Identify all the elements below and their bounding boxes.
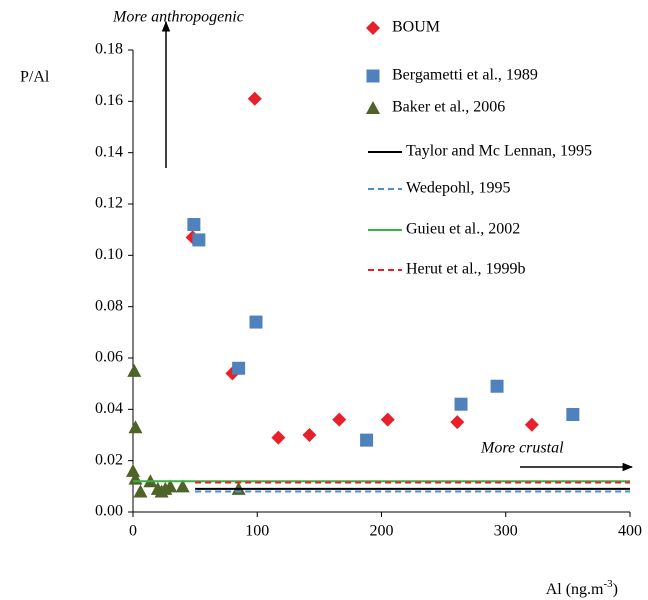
- point: [332, 412, 347, 427]
- point: [380, 412, 395, 427]
- legend-label: Guieu et al., 2002: [406, 221, 520, 238]
- point: [360, 433, 374, 447]
- x-label-sup: -3: [604, 578, 614, 590]
- y-tick-label: 0.00: [95, 503, 123, 520]
- y-tick-label: 0.12: [95, 195, 123, 212]
- y-tick-label: 0.14: [95, 143, 123, 160]
- y-tick-label: 0.04: [95, 400, 123, 417]
- point: [247, 91, 262, 106]
- legend-symbol: [366, 21, 380, 35]
- legend-label: Herut et al., 1999b: [406, 261, 526, 278]
- point: [133, 484, 148, 498]
- legend-symbol: [366, 101, 380, 114]
- legend-label: Taylor and Mc Lennan, 1995: [406, 143, 592, 160]
- point: [128, 420, 143, 434]
- legend-symbol: [366, 69, 380, 83]
- x-tick-label: 0: [129, 523, 137, 540]
- point: [271, 430, 286, 445]
- x-tick-label: 400: [618, 523, 642, 540]
- y-tick-label: 0.06: [95, 349, 123, 366]
- legend-label: Baker et al., 2006: [392, 99, 505, 116]
- y-tick-label: 0.02: [95, 451, 123, 468]
- legend-label: Wedepohl, 1995: [406, 180, 510, 197]
- point: [490, 379, 504, 393]
- x-tick-label: 200: [370, 523, 394, 540]
- point: [187, 218, 201, 232]
- point: [232, 361, 246, 375]
- point: [175, 479, 190, 493]
- point: [566, 407, 580, 421]
- annotation: More crustal: [480, 440, 564, 457]
- point: [302, 428, 317, 442]
- point: [524, 417, 539, 432]
- y-tick-label: 0.08: [95, 297, 123, 314]
- annotation: More anthropogenic: [112, 9, 244, 26]
- point: [249, 315, 263, 329]
- point: [127, 363, 142, 377]
- point: [450, 415, 465, 430]
- x-axis-label: Al (ng.m-3): [546, 578, 618, 598]
- legend-label: BOUM: [392, 19, 440, 36]
- point: [454, 397, 468, 411]
- y-axis-label: P/Al: [20, 69, 50, 86]
- x-label-main: Al (ng.m: [546, 581, 604, 598]
- x-label-end: ): [613, 581, 618, 598]
- x-tick-label: 100: [245, 523, 269, 540]
- point: [192, 233, 206, 247]
- x-tick-label: 300: [494, 523, 518, 540]
- y-tick-label: 0.16: [95, 92, 123, 109]
- y-tick-label: 0.10: [95, 246, 123, 263]
- point: [126, 463, 140, 477]
- y-tick-label: 0.18: [95, 41, 123, 58]
- point: [163, 479, 178, 493]
- legend-label: Bergametti et al., 1989: [392, 67, 538, 84]
